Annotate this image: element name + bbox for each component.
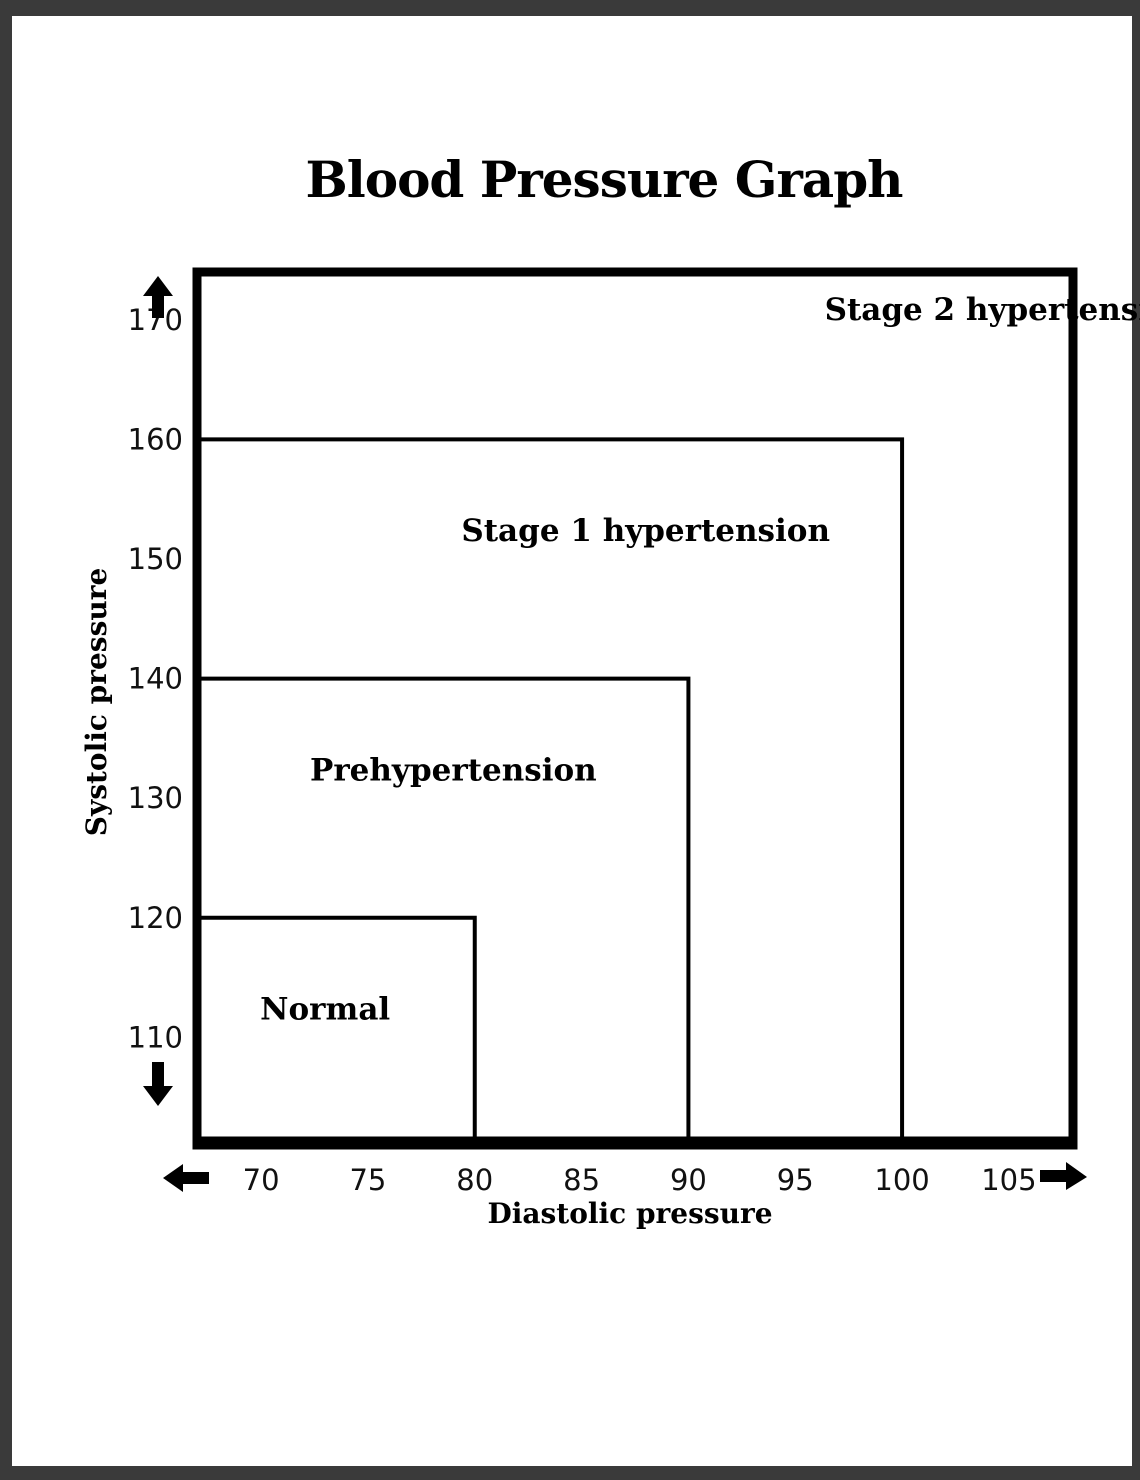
- y-axis-label: Systolic pressure: [80, 568, 113, 837]
- x-tick-label-80: 80: [456, 1163, 493, 1197]
- plot-frame: [192, 267, 1078, 1150]
- x-tick-label-105: 105: [981, 1163, 1036, 1197]
- region-label-prehypertension: Prehypertension: [310, 752, 597, 788]
- region-boundary-prehypertension: [201, 676, 691, 1140]
- x-tick-label-70: 70: [243, 1163, 280, 1197]
- x-tick-label-75: 75: [349, 1163, 386, 1197]
- region-boundary-normal: [201, 915, 477, 1140]
- y-tick-label-120: 120: [128, 901, 183, 935]
- x-tick-label-90: 90: [670, 1163, 707, 1197]
- y-tick-label-140: 140: [128, 662, 183, 696]
- arrow-right-icon: [1040, 1162, 1087, 1190]
- arrow-up-icon: [143, 276, 173, 318]
- region-label-normal: Normal: [260, 991, 390, 1027]
- x-tick-label-100: 100: [874, 1163, 929, 1197]
- y-tick-label-150: 150: [128, 542, 183, 576]
- y-tick-label-160: 160: [128, 422, 183, 456]
- x-tick-label-85: 85: [563, 1163, 600, 1197]
- arrow-down-icon: [143, 1062, 173, 1106]
- arrow-left-icon: [163, 1164, 209, 1192]
- y-tick-label-110: 110: [128, 1020, 183, 1054]
- chart-title: Blood Pressure Graph: [305, 150, 903, 209]
- y-tick-label-130: 130: [128, 781, 183, 815]
- region-boundary-stage-1-hypertension: [201, 437, 905, 1140]
- region-label-stage-1-hypertension: Stage 1 hypertension: [461, 513, 830, 549]
- region-label-stage-2-hypertension: Stage 2 hypertension: [825, 292, 1140, 328]
- x-tick-label-95: 95: [777, 1163, 814, 1197]
- x-axis-label: Diastolic pressure: [487, 1197, 772, 1230]
